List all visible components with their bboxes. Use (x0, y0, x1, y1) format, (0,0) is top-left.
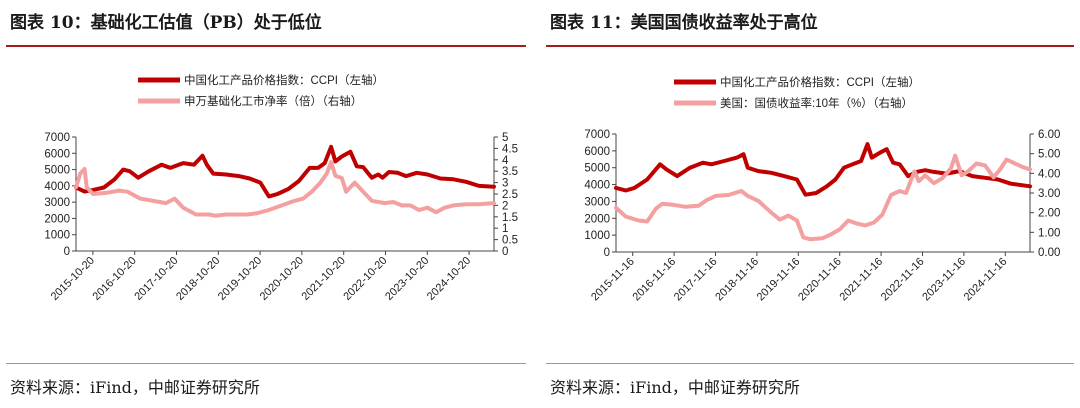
y-left-tick-label: 5000 (584, 163, 610, 175)
x-tick-label: 2023-11-16 (920, 256, 968, 304)
legend-label: 申万基础化工市净率（倍）（右轴） (184, 94, 362, 108)
x-tick-label: 2021-10-20 (300, 255, 348, 303)
y-left-tick-label: 3000 (44, 197, 70, 209)
y-right-tick-label: 2.00 (1038, 208, 1060, 220)
y-left-tick-label: 0 (64, 246, 70, 258)
y-left-tick-label: 5000 (44, 165, 70, 177)
y-left-tick-label: 7000 (44, 132, 70, 144)
y-right-tick-label: 3.5 (502, 166, 518, 178)
x-tick-label: 2022-11-16 (879, 256, 927, 304)
x-tick-label: 2023-10-20 (383, 255, 431, 303)
series-line-ccpi (74, 144, 496, 199)
x-tick-label: 2016-10-20 (91, 255, 139, 303)
series-line-ccpi (614, 142, 1032, 197)
y-right-tick-label: 4.5 (502, 143, 518, 155)
figure-title: 图表 10：基础化工估值（PB）处于低位 (10, 13, 322, 33)
x-tick-label: 2024-10-20 (425, 255, 473, 303)
x-tick-label: 2018-11-16 (713, 256, 761, 304)
y-right-tick-label: 2.5 (502, 189, 518, 201)
legend-label: 美国：国债收益率:10年（%）（右轴） (720, 96, 913, 110)
x-tick-label: 2022-10-20 (341, 255, 389, 303)
source-note: 资料来源：iFind，中邮证券研究所 (10, 378, 260, 397)
y-left-tick-label: 0 (604, 247, 610, 259)
y-left-tick-label: 2000 (44, 213, 70, 225)
y-left-tick-label: 1000 (44, 230, 70, 242)
x-tick-label: 2020-10-20 (258, 255, 306, 303)
bottom-rule (546, 363, 1074, 364)
y-left-tick-label: 3000 (584, 196, 610, 208)
x-tick-label: 2018-10-20 (174, 255, 222, 303)
y-left-tick-label: 6000 (584, 146, 610, 158)
chart-pb-ccpi: 0100020003000400050006000700000.511.522.… (44, 73, 518, 303)
y-left-tick-label: 1000 (584, 230, 610, 242)
x-tick-label: 2020-11-16 (796, 256, 844, 304)
figure-panel-pb: 图表 10：基础化工估值（PB）处于低位 0 1000 2000 3000 4000 50… (0, 0, 532, 408)
y-right-tick-label: 1.5 (502, 212, 518, 224)
y-right-tick-label: 0.5 (502, 235, 518, 247)
y-right-tick-label: 3 (502, 178, 508, 190)
y-right-tick-label: 6.00 (1038, 129, 1060, 141)
y-right-tick-label: 5 (502, 132, 508, 144)
x-tick-label: 2019-11-16 (755, 256, 803, 304)
y-right-tick-label: 4 (502, 155, 509, 167)
y-left-tick-label: 6000 (44, 148, 70, 160)
y-right-tick-label: 1.00 (1038, 227, 1060, 239)
x-tick-label: 2016-11-16 (631, 256, 679, 304)
legend-label: 中国化工产品价格指数：CCPI（左轴） (720, 75, 920, 89)
y-left-tick-label: 4000 (584, 180, 610, 192)
x-tick-label: 2024-11-16 (962, 256, 1010, 304)
y-right-tick-label: 5.00 (1038, 149, 1060, 161)
legend-label: 中国化工产品价格指数：CCPI（左轴） (184, 73, 384, 87)
x-tick-label: 2015-11-16 (589, 256, 637, 304)
y-right-tick-label: 4.00 (1038, 168, 1060, 180)
y-right-tick-label: 0.00 (1038, 247, 1060, 259)
x-tick-label: 2015-10-20 (49, 255, 97, 303)
y-left-tick-label: 2000 (584, 213, 610, 225)
series-line-secondary (74, 160, 496, 218)
y-left-tick-label: 4000 (44, 181, 70, 193)
x-tick-label: 2019-10-20 (216, 255, 264, 303)
y-right-tick-label: 2 (502, 200, 508, 212)
y-right-tick-label: 3.00 (1038, 188, 1060, 200)
figure-title: 图表 11：美国国债收益率处于高位 (550, 13, 818, 33)
bottom-rule (6, 363, 526, 364)
figure-panel-treasury: 图表 11：美国国债收益率处于高位 0 1000 2000 3000 4000 5000 6… (540, 0, 1080, 408)
title-rule (6, 45, 526, 47)
x-tick-label: 2017-11-16 (672, 256, 720, 304)
series-line-secondary (614, 153, 1032, 242)
chart-treasury-ccpi: 0 1000 2000 3000 4000 5000 6000 7000 0.00 1.00 2.0… (584, 75, 1060, 304)
x-tick-label: 2017-10-20 (132, 255, 180, 303)
y-left-tick-label: 7000 (584, 129, 610, 141)
source-note: 资料来源：iFind，中邮证券研究所 (550, 378, 800, 397)
y-right-tick-label: 1 (502, 223, 508, 235)
y-right-tick-label: 0 (502, 246, 508, 258)
title-rule (546, 45, 1074, 47)
x-tick-label: 2021-11-16 (838, 256, 886, 304)
